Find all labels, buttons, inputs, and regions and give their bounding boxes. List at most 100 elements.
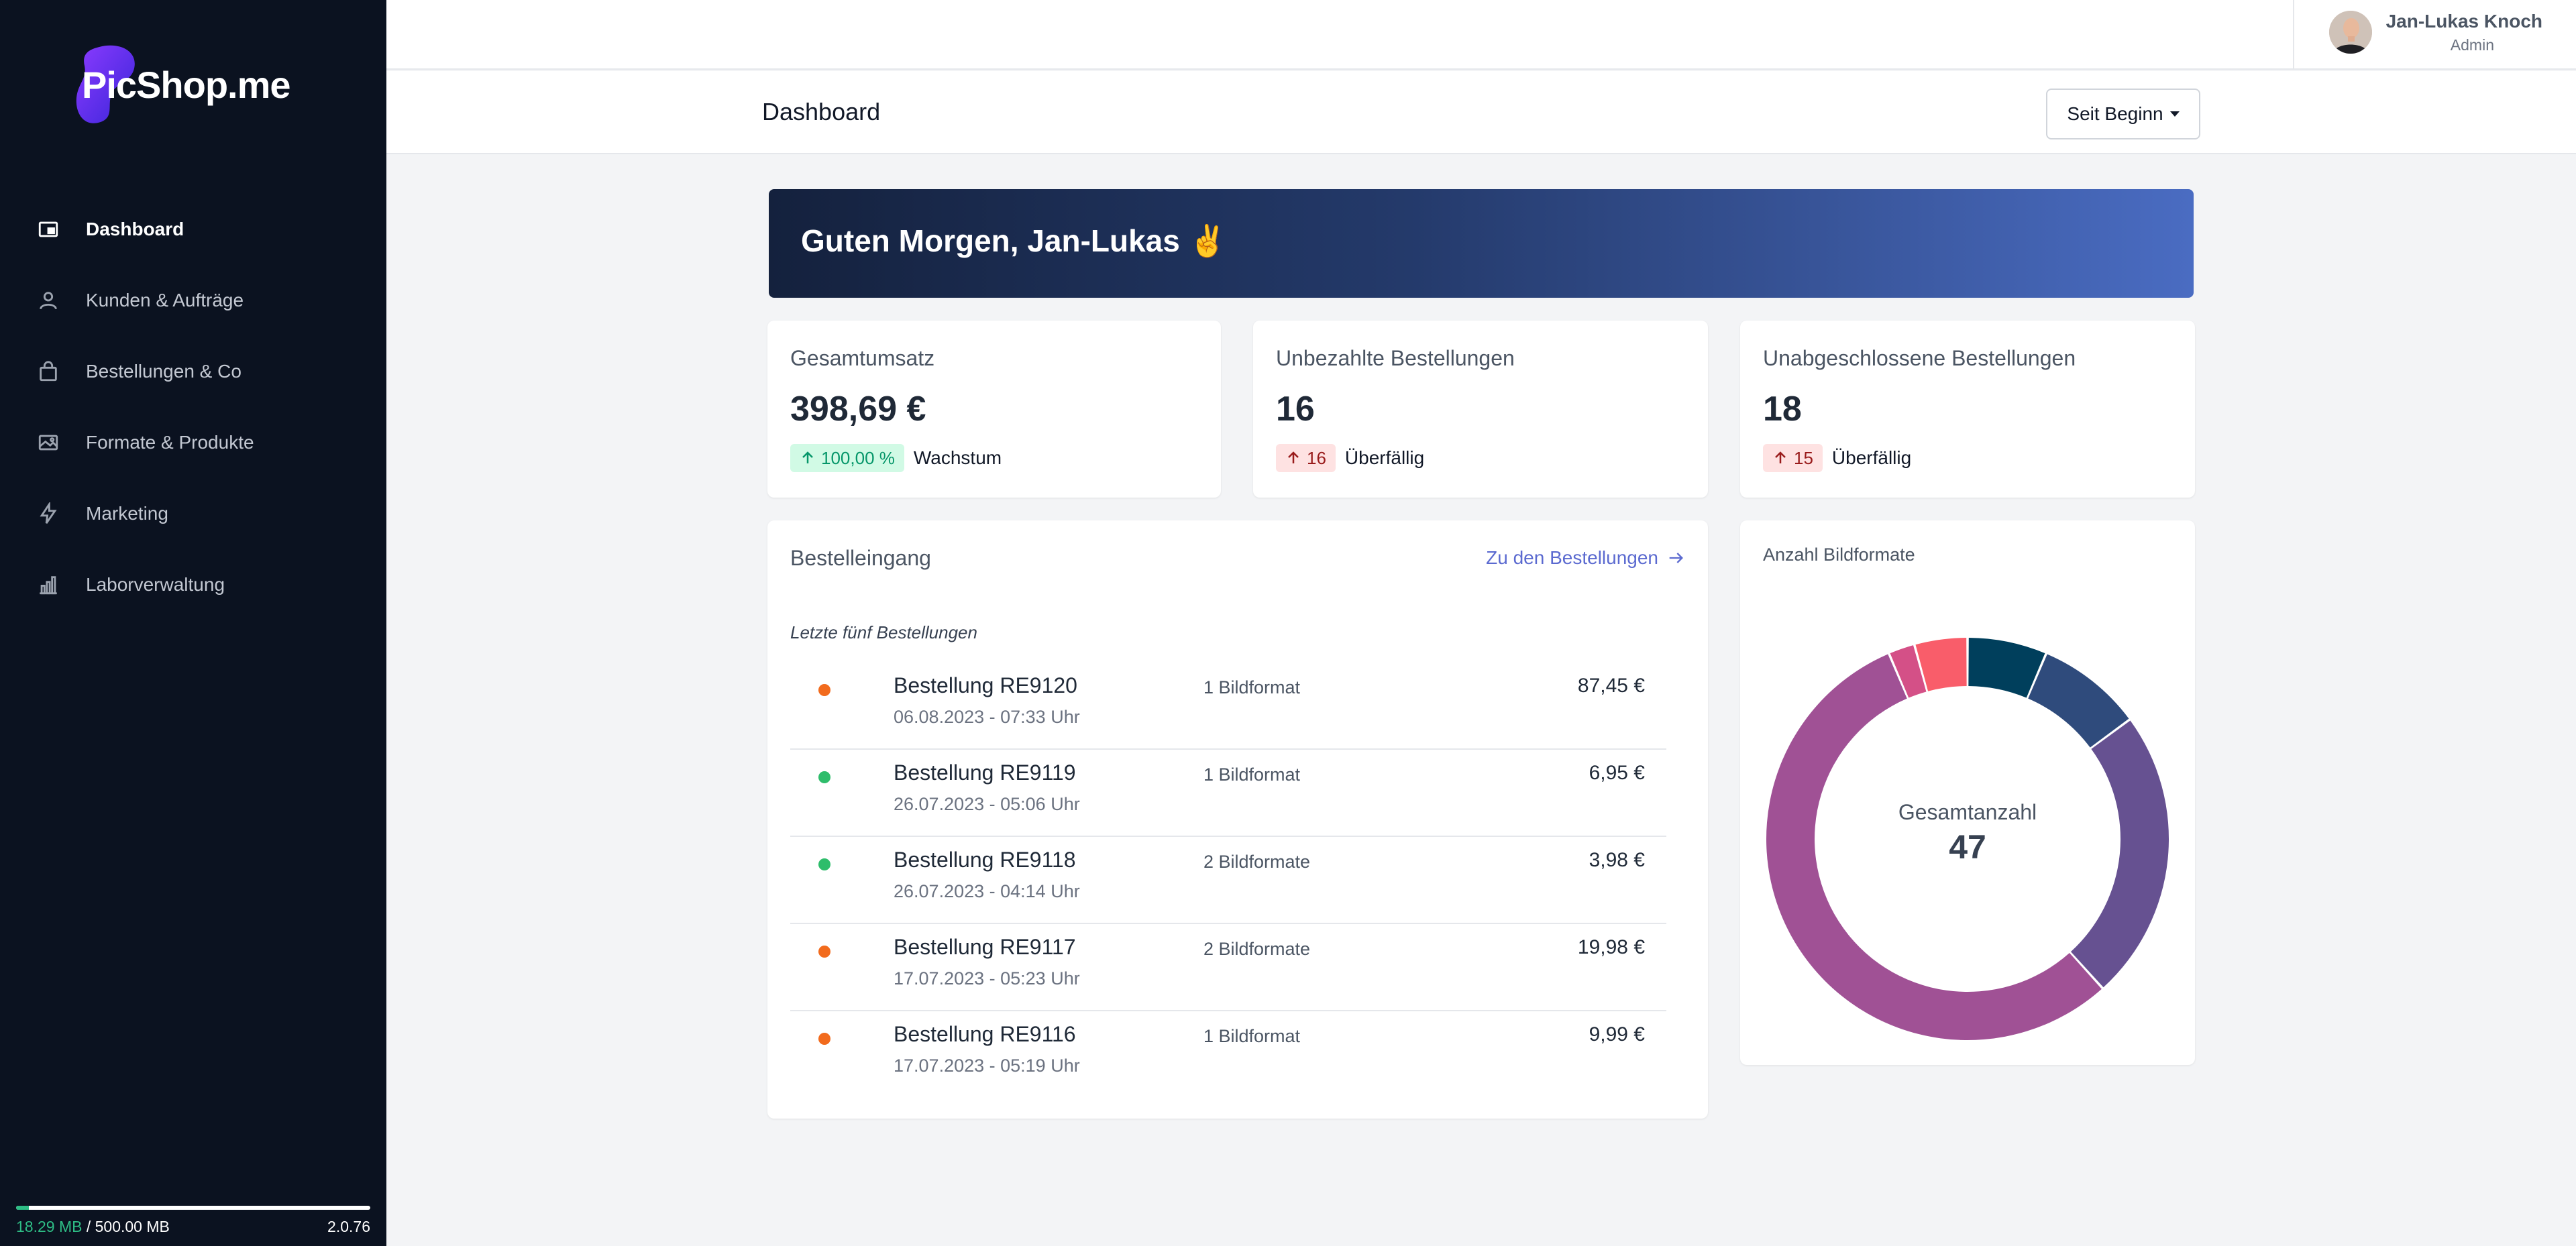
- arrow-up-icon: [1775, 451, 1786, 463]
- orders-subtitle: Letzte fünf Bestellungen: [790, 622, 977, 642]
- sidebar-item-laborverwaltung[interactable]: Laborverwaltung: [0, 558, 386, 612]
- status-dot: [818, 771, 830, 783]
- order-formats: 1 Bildformat: [1203, 764, 1301, 785]
- status-dot: [818, 684, 830, 696]
- page-header: Dashboard Seit Beginn: [386, 71, 2576, 154]
- sidebar-item-label: Laborverwaltung: [86, 574, 225, 595]
- stat-value: 16: [1276, 390, 1315, 429]
- stat-title: Gesamtumsatz: [790, 346, 935, 370]
- donut-slice-4[interactable]: [1890, 645, 1927, 698]
- sidebar-item-label: Formate & Produkte: [86, 432, 254, 453]
- growth-badge-value: 100,00 %: [821, 447, 895, 468]
- order-formats: 2 Bildformate: [1203, 852, 1311, 872]
- stat-footer: 15 Überfällig: [1763, 444, 1911, 472]
- sidebar-item-bestellungen[interactable]: Bestellungen & Co: [0, 345, 386, 398]
- logo-blob-icon: [76, 45, 135, 123]
- donut-slice-5[interactable]: [1915, 638, 1967, 691]
- storage-usage-text: 18.29 MB / 500.00 MB: [16, 1218, 170, 1236]
- date-range-dropdown[interactable]: Seit Beginn: [2046, 89, 2200, 139]
- stat-card-unabgeschlossene: Unabgeschlossene Bestellungen 18 15 Über…: [1740, 321, 2195, 498]
- donut-slice-2[interactable]: [2070, 720, 2169, 988]
- arrow-up-icon: [802, 451, 813, 463]
- order-price: 3,98 €: [1589, 849, 1645, 871]
- shopping-bag-icon: [35, 358, 62, 385]
- status-dot: [818, 1033, 830, 1045]
- lightning-icon: [35, 500, 62, 527]
- storage-separator: /: [82, 1218, 95, 1235]
- order-row[interactable]: Bestellung RE9116 17.07.2023 - 05:19 Uhr…: [790, 1011, 1666, 1098]
- order-name: Bestellung RE9119: [894, 760, 1076, 785]
- overdue-badge: 15: [1763, 444, 1823, 472]
- donut-slice-1[interactable]: [2028, 654, 2129, 748]
- stat-note: Wachstum: [913, 447, 1002, 468]
- order-row[interactable]: Bestellung RE9118 26.07.2023 - 04:14 Uhr…: [790, 837, 1666, 924]
- order-price: 6,95 €: [1589, 762, 1645, 784]
- order-date: 06.08.2023 - 07:33 Uhr: [894, 707, 1080, 727]
- stat-value: 398,69 €: [790, 390, 926, 429]
- logo[interactable]: PicShop.me: [70, 40, 291, 134]
- greeting-text: Guten Morgen, Jan-Lukas ✌️: [801, 223, 1227, 258]
- order-row[interactable]: Bestellung RE9120 06.08.2023 - 07:33 Uhr…: [790, 663, 1666, 750]
- order-price: 9,99 €: [1589, 1023, 1645, 1045]
- order-date: 17.07.2023 - 05:23 Uhr: [894, 968, 1080, 988]
- sidebar-item-label: Marketing: [86, 503, 168, 524]
- orders-title: Bestelleingang: [790, 546, 931, 570]
- overdue-badge-value: 15: [1794, 447, 1813, 468]
- sidebar-item-kunden[interactable]: Kunden & Aufträge: [0, 274, 386, 327]
- order-formats: 1 Bildformat: [1203, 1026, 1301, 1046]
- donut-slice-3[interactable]: [1766, 654, 2102, 1040]
- stat-note: Überfällig: [1831, 447, 1912, 468]
- status-dot: [818, 858, 830, 870]
- orders-link-label: Zu den Bestellungen: [1486, 547, 1658, 568]
- orders-link[interactable]: Zu den Bestellungen: [1486, 547, 1685, 569]
- greeting-banner: Guten Morgen, Jan-Lukas ✌️: [769, 189, 2194, 298]
- building-chart-icon: [35, 571, 62, 598]
- sidebar-item-label: Kunden & Aufträge: [86, 290, 244, 310]
- order-price: 87,45 €: [1577, 675, 1645, 697]
- images-icon: [35, 429, 62, 456]
- sidebar-item-dashboard[interactable]: Dashboard: [0, 203, 386, 256]
- sidebar-item-marketing[interactable]: Marketing: [0, 487, 386, 541]
- user-role: Admin: [2450, 36, 2494, 54]
- stat-title: Unabgeschlossene Bestellungen: [1763, 346, 2076, 370]
- overdue-badge-value: 16: [1307, 447, 1326, 468]
- sidebar-item-formate[interactable]: Formate & Produkte: [0, 416, 386, 469]
- stat-footer: 16 Überfällig: [1276, 444, 1424, 472]
- stat-title: Unbezahlte Bestellungen: [1276, 346, 1515, 370]
- order-date: 17.07.2023 - 05:19 Uhr: [894, 1056, 1080, 1076]
- page-title: Dashboard: [762, 98, 881, 125]
- stat-footer: 100,00 % Wachstum: [790, 444, 1002, 472]
- arrow-right-icon: [1669, 553, 1683, 563]
- overdue-badge: 16: [1276, 444, 1336, 472]
- user-menu[interactable]: Jan-Lukas Knoch Admin: [2293, 0, 2576, 70]
- storage-progress-fill: [16, 1206, 30, 1210]
- app-version: 2.0.76: [327, 1218, 370, 1235]
- topbar: Jan-Lukas Knoch Admin: [386, 0, 2576, 70]
- order-date: 26.07.2023 - 05:06 Uhr: [894, 794, 1080, 814]
- order-name: Bestellung RE9120: [894, 673, 1077, 697]
- stat-card-unbezahlte: Unbezahlte Bestellungen 16 16 Überfällig: [1253, 321, 1708, 498]
- storage-total: 500.00 MB: [95, 1218, 170, 1235]
- sidebar-item-label: Bestellungen & Co: [86, 361, 241, 382]
- donut-card: Anzahl Bildformate Gesamtanzahl 47: [1740, 520, 2195, 1065]
- order-formats: 2 Bildformate: [1203, 939, 1311, 959]
- order-formats: 1 Bildformat: [1203, 677, 1301, 697]
- user-name: Jan-Lukas Knoch: [2385, 11, 2542, 32]
- order-row[interactable]: Bestellung RE9117 17.07.2023 - 05:23 Uhr…: [790, 924, 1666, 1011]
- caret-down-icon: [2169, 111, 2180, 117]
- status-dot: [818, 946, 830, 958]
- avatar: [2329, 11, 2372, 54]
- donut-title: Anzahl Bildformate: [1763, 545, 1915, 565]
- order-row[interactable]: Bestellung RE9119 26.07.2023 - 05:06 Uhr…: [790, 750, 1666, 837]
- donut-slice-0[interactable]: [1968, 638, 2045, 698]
- order-price: 19,98 €: [1577, 936, 1645, 958]
- storage-progress-bar: [16, 1206, 370, 1210]
- storage-used: 18.29 MB: [16, 1218, 83, 1235]
- dashboard-icon: [35, 216, 62, 243]
- order-name: Bestellung RE9116: [894, 1022, 1076, 1046]
- stat-note: Überfällig: [1344, 447, 1425, 468]
- donut-center-label: Gesamtanzahl: [1898, 800, 2037, 824]
- arrow-up-icon: [1288, 451, 1299, 463]
- stat-value: 18: [1763, 390, 1802, 429]
- sidebar: PicShop.me Dashboard Kunden & Aufträge B…: [0, 0, 386, 1246]
